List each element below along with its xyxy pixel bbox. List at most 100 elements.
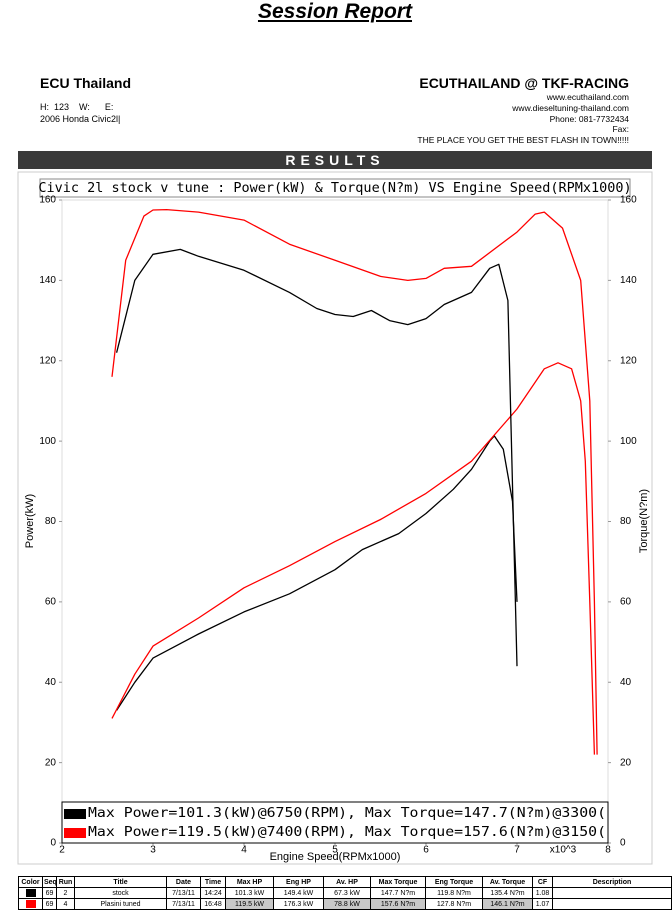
section-bar: RESULTS [18, 151, 652, 169]
table-cell: 7/13/11 [166, 898, 201, 910]
plot-area [61, 199, 609, 844]
y2-axis-label: Torque(N?m) [638, 489, 650, 553]
x-tick-label: 4 [241, 845, 247, 856]
y2-tick-label: 0 [620, 838, 626, 849]
y2-tick-label: 60 [620, 597, 632, 608]
table-cell: 149.4 kW [273, 887, 324, 899]
contact-line: www.ecuthailand.com [546, 92, 629, 102]
table-cell: 1.07 [532, 898, 553, 910]
y2-tick-label: 80 [620, 516, 632, 527]
y2-tick-label: 40 [620, 677, 632, 688]
table-cell: 176.3 kW [273, 898, 324, 910]
column-header: Max HP [225, 876, 274, 888]
x-tick-label: 3 [150, 845, 156, 856]
y2-tick-label: 20 [620, 757, 632, 768]
y-tick-label: 40 [45, 677, 57, 688]
torque-line [111, 208, 598, 755]
legend-swatch [64, 809, 86, 819]
company: ECU Thailand [40, 75, 132, 91]
legend-box [61, 801, 609, 844]
x-axis-label: Engine Speed(RPMx1000) [270, 851, 401, 863]
dealer: ECUTHAILAND @ TKF-RACING [419, 75, 629, 91]
table-cell: 2 [56, 887, 75, 899]
color-cell [18, 898, 43, 910]
table-cell: 4 [56, 898, 75, 910]
x-multiplier: x10^3 [550, 845, 577, 856]
table-cell: 119.5 kW [225, 898, 274, 910]
description-cell [552, 898, 672, 910]
table-cell: 119.8 N?m [425, 887, 483, 899]
x-tick-label: 5 [332, 845, 338, 856]
column-header: Av. Torque [482, 876, 533, 888]
y-tick-label: 80 [45, 516, 57, 527]
column-header: Color [18, 876, 43, 888]
y-tick-label: 140 [39, 275, 56, 286]
contact-line: THE PLACE YOU GET THE BEST FLASH IN TOWN… [417, 135, 629, 146]
color-swatch [25, 900, 36, 908]
y-tick-label: 0 [50, 838, 56, 849]
y2-tick-label: 100 [620, 436, 637, 447]
power-line [116, 435, 518, 711]
contact: www.ecuthailand.com www.dieseltuning-thai… [417, 92, 629, 146]
table-cell: 69 [42, 887, 57, 899]
x-tick-label: 2 [59, 845, 65, 856]
table-cell: 147.7 N?m [370, 887, 426, 899]
contact-line: Phone: 081-7732434 [549, 113, 629, 124]
legend-text: Max Power=119.5(kW)@7400(RPM), Max Torqu… [88, 824, 606, 840]
title-box [39, 178, 631, 198]
table-cell: 69 [42, 898, 57, 910]
contact-line: Fax: [612, 124, 629, 135]
contact-line: www.dieseltuning-thailand.com [512, 102, 629, 113]
x-tick-label: 8 [605, 845, 611, 856]
table-cell: 135.4 N?m [482, 887, 533, 899]
column-header: Eng HP [273, 876, 324, 888]
column-header: Title [74, 876, 167, 888]
chart-frame [17, 171, 653, 865]
y-tick-label: 160 [39, 195, 56, 206]
color-swatch [25, 889, 36, 897]
y-tick-label: 120 [39, 355, 56, 366]
legend-swatch [64, 828, 86, 838]
y2-tick-label: 140 [620, 275, 637, 286]
table-cell: 14:24 [200, 887, 226, 899]
legend-text: Max Power=101.3(kW)@6750(RPM), Max Torqu… [88, 805, 606, 821]
table-cell: Plasini tuned [74, 898, 167, 910]
column-header: Run [56, 876, 75, 888]
vehicle: 2006 Honda Civic2l| [40, 114, 121, 124]
y2-tick-label: 120 [620, 355, 637, 366]
report-title: Session Report [257, 0, 413, 23]
table-cell: 67.3 kW [323, 887, 371, 899]
color-cell [18, 887, 43, 899]
table-cell: 1.08 [532, 887, 553, 899]
column-header: Date [166, 876, 201, 888]
vehicle-dims: H: 123 W: E: [40, 102, 114, 112]
y2-tick-label: 160 [620, 195, 637, 206]
table-cell: 16:48 [200, 898, 226, 910]
table-cell: 78.8 kW [323, 898, 371, 910]
table-cell: 7/13/11 [166, 887, 201, 899]
chart-title: Civic 2l stock v tune : Power(kW) & Torq… [38, 180, 631, 196]
column-header: Av. HP [323, 876, 371, 888]
column-header: Description [552, 876, 672, 888]
results-table: Color Seq Run Title Date Time Max HP Eng HP Av. … [18, 876, 672, 910]
table-cell: 157.6 N?m [370, 898, 426, 910]
column-header: Time [200, 876, 226, 888]
y-axis-label: Power(kW) [24, 494, 36, 548]
table-row: 69 4 Plasini tuned 7/13/11 16:48 119.5 kW 176.… [18, 898, 672, 910]
power-line [111, 362, 596, 755]
y-tick-label: 20 [45, 757, 57, 768]
table-cell: 127.8 N?m [425, 898, 483, 910]
table-cell: 146.1 N?m [482, 898, 533, 910]
column-header: Max Torque [370, 876, 426, 888]
y-tick-label: 60 [45, 597, 57, 608]
y-tick-label: 100 [39, 436, 56, 447]
table-row: 69 2 stock 7/13/11 14:24 101.3 kW 149.4 kW 67.3… [18, 887, 672, 899]
column-header: Seq [42, 876, 57, 888]
column-header: CF [532, 876, 553, 888]
description-cell [552, 887, 672, 899]
column-header: Eng Torque [425, 876, 483, 888]
x-tick-label: 6 [423, 845, 429, 856]
table-cell: 101.3 kW [225, 887, 274, 899]
